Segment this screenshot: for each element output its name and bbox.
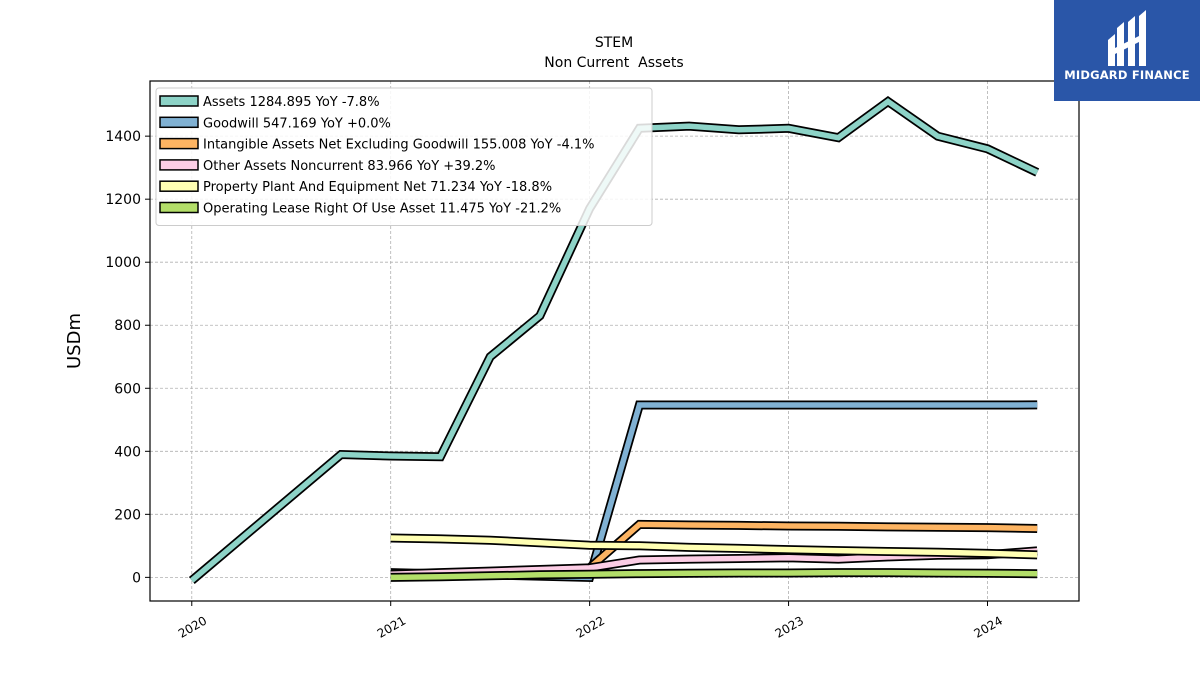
legend-entry: Intangible Assets Net Excluding Goodwill… <box>203 138 594 153</box>
y-tick-label: 1200 <box>105 192 141 208</box>
x-tick-label: 2024 <box>972 613 1005 640</box>
legend-swatch <box>159 95 199 107</box>
x-tick-label: 2021 <box>375 613 408 640</box>
series-layer <box>188 95 1040 584</box>
series-line <box>390 402 1038 581</box>
plot-frame <box>149 80 1080 602</box>
x-tick-label: 2020 <box>176 613 209 640</box>
series-line <box>390 535 1038 558</box>
y-tick-label: 0 <box>132 570 141 586</box>
legend-entry: Other Assets Noncurrent 83.966 YoY +39.2… <box>203 159 495 174</box>
legend-swatch <box>159 201 199 214</box>
series-3 <box>586 519 1038 572</box>
y-tick-label: 600 <box>114 381 141 397</box>
chart-title: STEM <box>595 35 633 51</box>
legend-swatch <box>159 159 199 171</box>
y-tick-label: 1400 <box>105 129 141 145</box>
y-tick-label: 200 <box>114 507 141 523</box>
series-2 <box>390 400 1038 582</box>
series-line <box>190 98 1039 583</box>
series-1 <box>188 95 1040 584</box>
y-axis: 0 200 400 600 800 1000 1200 1400 <box>105 129 150 586</box>
legend-swatch <box>159 116 199 129</box>
y-tick-label: 1000 <box>105 255 141 271</box>
brand-mark-icon <box>1108 10 1146 66</box>
legend: Assets 1284.895 YoY -7.8% Goodwill 547.16… <box>155 87 653 226</box>
x-axis: 2020 2021 2022 2023 2024 <box>176 601 1005 641</box>
y-tick-label: 800 <box>114 318 141 334</box>
legend-entry: Goodwill 547.169 YoY +0.0% <box>203 116 391 131</box>
y-tick-label: 400 <box>114 444 141 460</box>
x-tick-label: 2022 <box>574 613 607 640</box>
brand-logo: MIDGARD FINANCE <box>1054 0 1200 101</box>
series-5 <box>390 533 1038 560</box>
y-axis-label: USDm <box>64 313 85 369</box>
legend-entry: Property Plant And Equipment Net 71.234 … <box>203 180 552 195</box>
series-6 <box>390 568 1038 582</box>
brand-name: MIDGARD FINANCE <box>1064 68 1190 82</box>
legend-swatch <box>159 180 199 192</box>
series-line <box>390 569 1038 581</box>
x-tick-label: 2023 <box>773 613 806 640</box>
series-line <box>587 521 1038 570</box>
legend-swatch <box>159 137 199 150</box>
legend-entry: Operating Lease Right Of Use Asset 11.47… <box>203 202 561 217</box>
legend-box <box>155 87 653 226</box>
legend-entry: Assets 1284.895 YoY -7.8% <box>203 95 380 110</box>
chart-subtitle: Non Current Assets <box>544 55 683 71</box>
